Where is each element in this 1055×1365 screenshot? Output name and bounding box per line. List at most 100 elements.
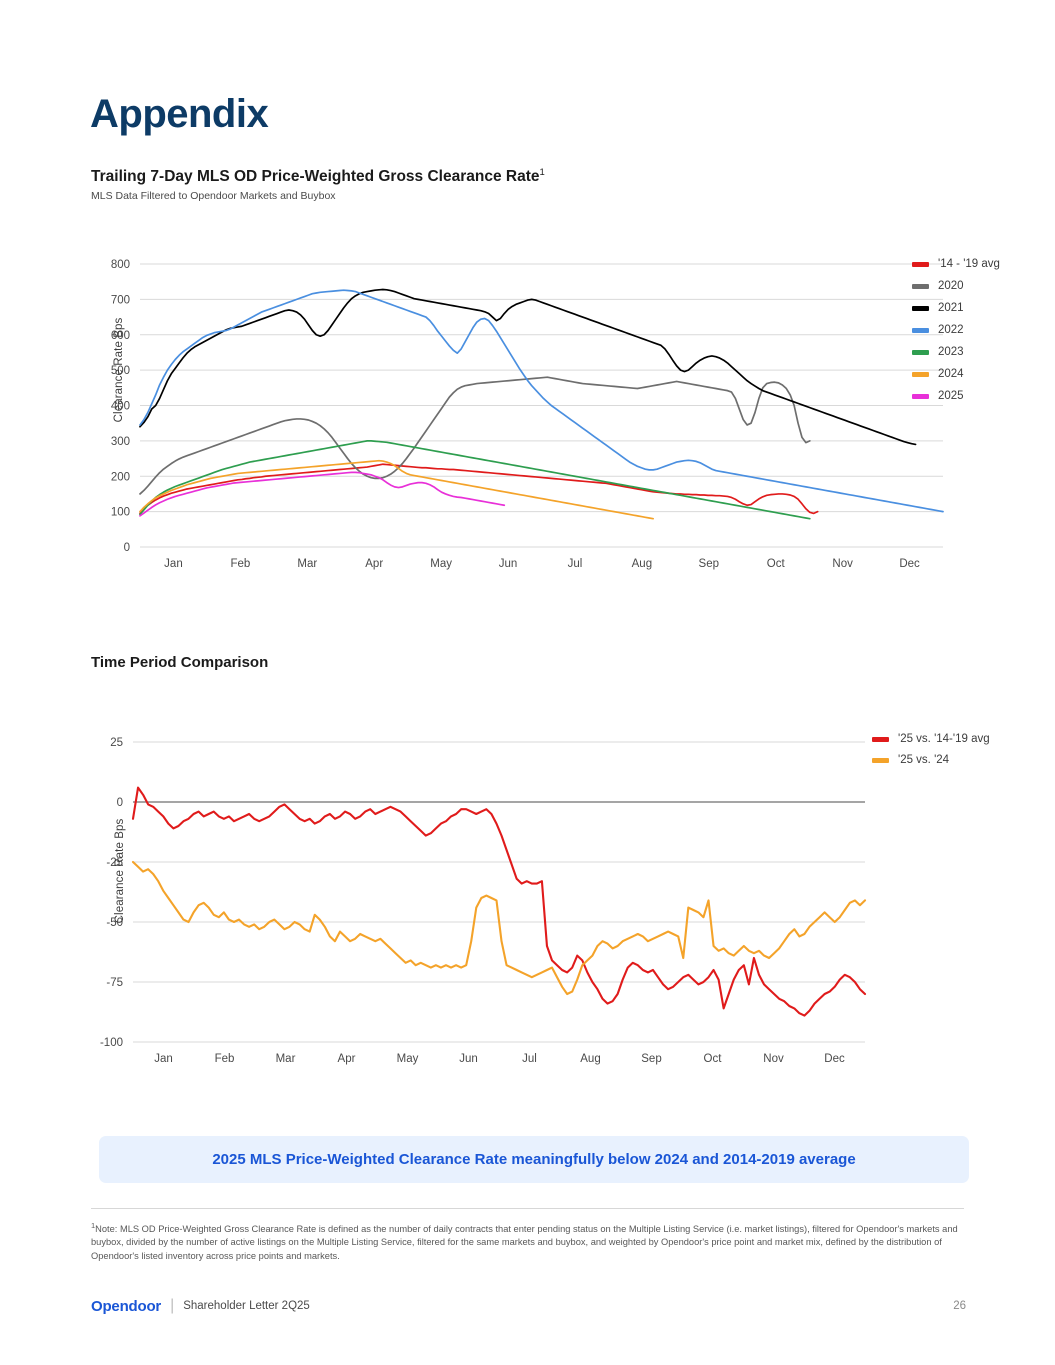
series-line (139, 440, 811, 520)
series-line (139, 376, 811, 495)
legend-color-swatch (912, 262, 929, 267)
legend-label: 2024 (938, 368, 964, 380)
page-footer: Opendoor | Shareholder Letter 2Q25 26 (91, 1297, 966, 1315)
y-tick-label: 800 (111, 259, 130, 271)
chart1-title: Trailing 7-Day MLS OD Price-Weighted Gro… (91, 167, 545, 186)
legend-color-swatch (872, 758, 889, 763)
chart2-legend: '25 vs. '14-'19 avg '25 vs. '24 (872, 733, 990, 775)
chart1-legend: '14 - '19 avg 2020 2021 2022 2023 2024 2025 (912, 258, 1000, 412)
x-tick-label: Jul (522, 1053, 537, 1065)
y-tick-label: -25 (106, 857, 123, 869)
x-tick-label: Nov (763, 1053, 784, 1065)
series-line (131, 786, 867, 1017)
legend-item[interactable]: '25 vs. '24 (872, 754, 990, 767)
x-tick-label: Sep (641, 1053, 661, 1065)
x-tick-label: Aug (580, 1053, 600, 1065)
legend-item[interactable]: '14 - '19 avg (912, 258, 1000, 271)
x-tick-label: May (397, 1053, 419, 1065)
footnote-text: Note: MLS OD Price-Weighted Gross Cleara… (91, 1224, 958, 1261)
chart1-subtitle: MLS Data Filtered to Opendoor Markets an… (91, 190, 336, 202)
x-tick-label: Nov (832, 558, 853, 570)
footer-document-title: Shareholder Letter 2Q25 (183, 1300, 310, 1312)
legend-label: '25 vs. '24 (898, 754, 950, 766)
footnote-marker: 1 (91, 1221, 96, 1230)
legend-label: 2021 (938, 302, 964, 314)
y-tick-label: -75 (106, 977, 123, 989)
y-tick-label: 300 (111, 436, 130, 448)
legend-label: '14 - '19 avg (938, 258, 1000, 270)
legend-color-swatch (872, 737, 889, 742)
series-line (139, 459, 654, 520)
x-tick-label: Jan (164, 558, 183, 570)
y-tick-label: 0 (124, 542, 130, 554)
footnote-divider (91, 1208, 964, 1209)
x-tick-label: Mar (276, 1053, 296, 1065)
time-period-comparison-chart: Clearance Rate Bps -100 -75 -50 -25 0 25 Jan Fe… (55, 720, 875, 1100)
x-tick-label: Jan (154, 1053, 173, 1065)
x-tick-label: Feb (215, 1053, 235, 1065)
legend-label: 2022 (938, 324, 964, 336)
series-line (139, 471, 506, 517)
x-tick-label: May (430, 558, 452, 570)
series-line (139, 289, 944, 513)
legend-color-swatch (912, 284, 929, 289)
footnote: 1Note: MLS OD Price-Weighted Gross Clear… (91, 1219, 966, 1263)
y-tick-label: 0 (117, 797, 123, 809)
x-tick-label: Jun (499, 558, 518, 570)
y-tick-label: 25 (110, 737, 123, 749)
x-tick-label: Oct (767, 558, 786, 570)
chart1-title-superscript: 1 (539, 167, 545, 178)
x-tick-label: Oct (704, 1053, 723, 1065)
chart1-plot: 0 100 200 300 400 500 600 700 800 Jan Feb Mar Apr May… (111, 259, 944, 570)
legend-label: 2020 (938, 280, 964, 292)
x-tick-label: Aug (632, 558, 652, 570)
page-number: 26 (953, 1300, 966, 1312)
chart2-y-axis-title: Clearance Rate Bps (114, 818, 126, 924)
y-tick-label: 700 (111, 294, 130, 306)
x-tick-label: Jun (459, 1053, 478, 1065)
series-line (131, 860, 867, 996)
y-tick-label: 600 (111, 330, 130, 342)
chart1-title-text: Trailing 7-Day MLS OD Price-Weighted Gro… (91, 168, 540, 186)
chart1-y-axis-title: Clearance Rate Bps (113, 317, 125, 423)
legend-item[interactable]: 2025 (912, 390, 1000, 403)
x-tick-label: Apr (338, 1053, 356, 1065)
y-tick-label: -50 (106, 917, 123, 929)
legend-color-swatch (912, 394, 929, 399)
callout-banner: 2025 MLS Price-Weighted Clearance Rate m… (99, 1136, 969, 1183)
legend-color-swatch (912, 350, 929, 355)
series-line (139, 288, 917, 446)
y-tick-label: 100 (111, 507, 130, 519)
y-tick-label: 400 (111, 401, 130, 413)
opendoor-logo: Opendoor (91, 1297, 162, 1315)
legend-item[interactable]: 2020 (912, 280, 1000, 293)
legend-color-swatch (912, 372, 929, 377)
y-tick-label: -100 (100, 1037, 123, 1049)
chart2-title: Time Period Comparison (91, 654, 269, 671)
x-tick-label: Sep (699, 558, 719, 570)
x-tick-label: Jul (568, 558, 583, 570)
clearance-rate-chart: Clearance Rate Bps 0 100 200 300 400 500 600 70… (55, 240, 955, 590)
legend-item[interactable]: 2022 (912, 324, 1000, 337)
legend-item[interactable]: 2024 (912, 368, 1000, 381)
legend-label: '25 vs. '14-'19 avg (898, 733, 990, 745)
legend-color-swatch (912, 306, 929, 311)
legend-item[interactable]: '25 vs. '14-'19 avg (872, 733, 990, 746)
page-title: Appendix (90, 92, 269, 136)
footer-separator: | (170, 1297, 175, 1314)
callout-text: 2025 MLS Price-Weighted Clearance Rate m… (212, 1151, 856, 1168)
x-tick-label: Apr (365, 558, 383, 570)
legend-label: 2025 (938, 390, 964, 402)
legend-item[interactable]: 2023 (912, 346, 1000, 359)
x-tick-label: Feb (230, 558, 250, 570)
legend-label: 2023 (938, 346, 964, 358)
legend-item[interactable]: 2021 (912, 302, 1000, 315)
x-tick-label: Dec (824, 1053, 845, 1065)
x-tick-label: Mar (297, 558, 317, 570)
x-tick-label: Dec (899, 558, 920, 570)
chart2-plot: -100 -75 -50 -25 0 25 Jan Feb Mar Apr May Jun Jul Aug… (100, 737, 867, 1065)
legend-color-swatch (912, 328, 929, 333)
series-line (139, 463, 819, 515)
y-tick-label: 500 (111, 365, 130, 377)
